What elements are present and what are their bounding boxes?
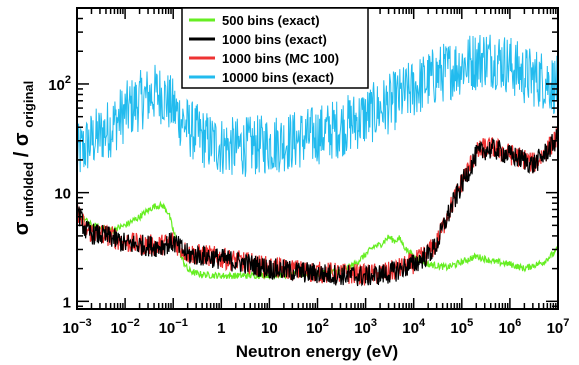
x-tick-label: 106 <box>498 317 521 337</box>
y-tick-base: 10 <box>48 77 65 94</box>
x-tick-exponent: 7 <box>563 317 569 329</box>
x-tick-exponent: 5 <box>467 317 473 329</box>
x-tick-label: 1 <box>217 320 225 337</box>
x-tick-label: 102 <box>306 317 329 337</box>
y-axis-subscript-2: original <box>21 81 36 128</box>
x-tick-base: 10 <box>62 320 79 337</box>
series-line-1000-bins-exact <box>77 129 558 287</box>
y-tick-label: 102 <box>48 74 71 94</box>
x-tick-label: 10−1 <box>159 317 188 337</box>
x-tick-base: 10 <box>402 320 419 337</box>
y-tick-exponent: 2 <box>65 74 71 86</box>
y-tick-label: 10 <box>54 186 71 203</box>
y-axis-sigma-2: σ <box>11 132 33 146</box>
x-tick-label: 10 <box>261 320 278 337</box>
legend-label-10000-bins-exact: 10000 bins (exact) <box>222 70 334 85</box>
legend-label-1000-bins-mc-100: 1000 bins (MC 100) <box>222 51 339 66</box>
x-tick-base: 10 <box>261 320 278 337</box>
y-axis-subscript-1: unfolded <box>21 162 36 217</box>
x-tick-exponent: 6 <box>515 317 521 329</box>
x-tick-label: 105 <box>450 317 473 337</box>
series-layer <box>77 34 558 287</box>
x-tick-exponent: −2 <box>127 317 140 329</box>
x-tick-base: 10 <box>498 320 515 337</box>
x-tick-label: 10−2 <box>110 317 139 337</box>
x-tick-exponent: 3 <box>371 317 377 329</box>
x-tick-exponent: 4 <box>419 317 426 329</box>
x-tick-base: 10 <box>547 320 564 337</box>
y-axis-title: σ unfolded / σ original <box>11 81 37 236</box>
x-tick-base: 10 <box>159 320 176 337</box>
x-axis-title: Neutron energy (eV) <box>236 342 398 361</box>
x-tick-base: 10 <box>450 320 467 337</box>
x-tick-label: 10−3 <box>62 317 91 337</box>
series-line-1000-bins-mc-100 <box>77 125 558 286</box>
x-tick-exponent: −3 <box>79 317 92 329</box>
series-line-10000-bins-exact <box>77 34 558 177</box>
x-tick-base: 10 <box>110 320 127 337</box>
x-tick-label: 104 <box>402 317 426 337</box>
legend-label-1000-bins-exact: 1000 bins (exact) <box>222 32 327 47</box>
x-tick-exponent: 2 <box>323 317 329 329</box>
x-tick-exponent: −1 <box>175 317 188 329</box>
legend: 500 bins (exact) 1000 bins (exact) 1000 … <box>181 7 369 89</box>
y-tick-base: 10 <box>54 186 71 203</box>
y-axis-slash: / <box>11 146 33 157</box>
x-tick-base: 10 <box>306 320 323 337</box>
x-tick-base: 1 <box>217 320 225 337</box>
y-tick-base: 1 <box>63 294 71 311</box>
y-tick-label: 1 <box>63 294 71 311</box>
x-tick-label: 103 <box>354 317 377 337</box>
x-tick-base: 10 <box>354 320 371 337</box>
x-tick-label: 107 <box>547 317 570 337</box>
y-axis-sigma-1: σ <box>11 221 33 235</box>
legend-label-500-bins-exact: 500 bins (exact) <box>222 13 320 28</box>
ticks-layer <box>76 7 559 309</box>
